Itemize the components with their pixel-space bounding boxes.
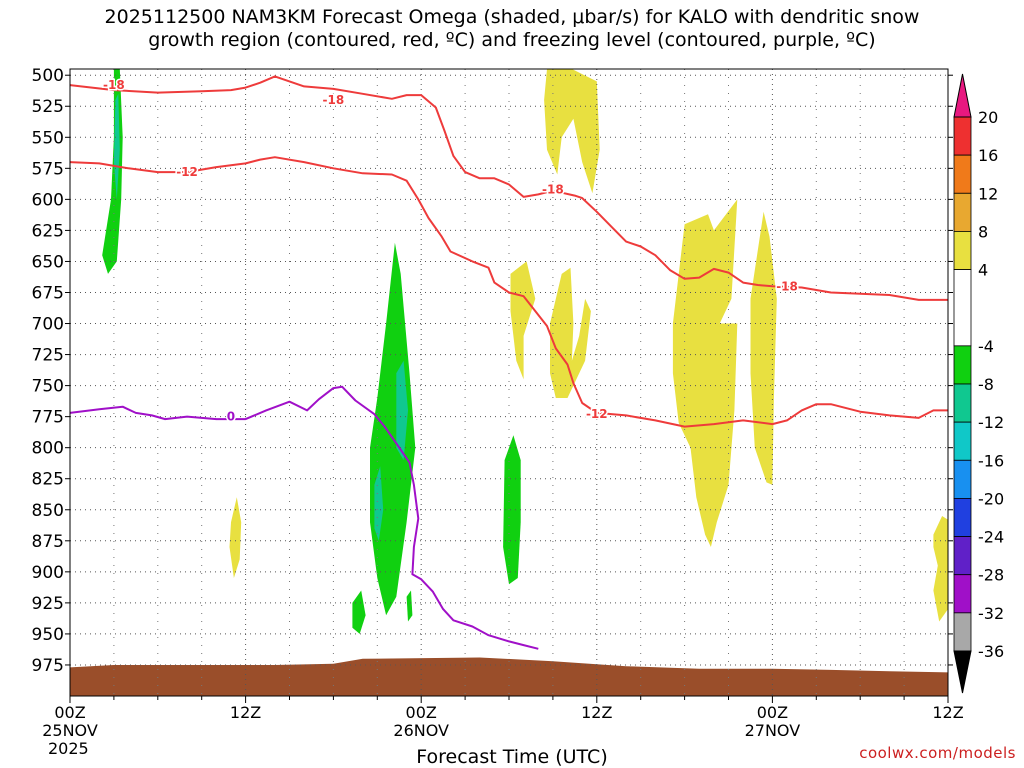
omega-shading-layer: [102, 69, 948, 634]
chart-title-line-2: growth region (contoured, red, ºC) and f…: [148, 29, 876, 51]
y-tick-label: 750: [32, 377, 64, 397]
omega-region: [374, 466, 384, 541]
contour-label: 0: [227, 410, 235, 424]
x-tick-label: 00Z: [406, 703, 437, 722]
contour-label: -18: [103, 78, 125, 92]
colorbar-band: [953, 231, 972, 270]
y-tick-label: 500: [32, 66, 64, 86]
credit-text: coolwx.com/models: [859, 744, 1016, 762]
contour-line: [69, 75, 948, 301]
terrain-area: [70, 657, 948, 696]
x-axis-label: Forecast Time (UTC): [416, 746, 608, 768]
y-tick-label: 600: [32, 190, 64, 210]
colorbar-band: [953, 154, 972, 194]
y-tick-label: 825: [32, 470, 64, 490]
y-tick-label: 775: [32, 408, 64, 428]
x-tick-label: 00Z: [54, 703, 85, 722]
x-tick-label: 12Z: [932, 703, 963, 722]
omega-region: [102, 69, 123, 274]
plot-frame: [69, 68, 949, 697]
colorbar-band: [953, 459, 972, 499]
contour-layer: -18 -18 -18 -18 -12 -12 0: [69, 75, 948, 650]
colorbar-label: 8: [978, 222, 988, 241]
contour-label: -18: [323, 93, 345, 107]
y-tick-label: 975: [32, 656, 64, 676]
omega-region: [933, 516, 948, 622]
colorbar-label: 4: [978, 261, 988, 280]
colorbar-top-arrow: [953, 73, 972, 118]
y-tick-label: 525: [32, 97, 64, 117]
colorbar-label: 16: [978, 146, 998, 165]
colorbar-label: 12: [978, 184, 998, 203]
omega-region: [113, 93, 120, 200]
contour-label: -18: [542, 182, 564, 196]
colorbar-band: [953, 536, 972, 576]
contour-label: -12: [586, 407, 608, 421]
colorbar-band: [953, 612, 972, 652]
y-tick-label: 550: [32, 128, 64, 148]
contour-line: [69, 156, 948, 428]
x-tick-label: 12Z: [230, 703, 261, 722]
x-tick-date: 25NOV: [42, 721, 98, 740]
omega-region: [503, 435, 521, 585]
axis-layer: 500 525 550 575 600 625 650 675 700 725 750 775 800 8…: [32, 66, 964, 740]
colorbar-label: 20: [978, 108, 998, 127]
y-tick-label: 650: [32, 252, 64, 272]
colorbar-label: -4: [978, 337, 994, 356]
year-label: 2025: [48, 739, 89, 758]
y-tick-label: 950: [32, 625, 64, 645]
colorbar-label: -8: [978, 375, 994, 394]
colorbar-label: -20: [978, 489, 1004, 508]
x-tick-label: 12Z: [581, 703, 612, 722]
y-tick-label: 875: [32, 532, 64, 552]
colorbar-band: [953, 421, 972, 461]
omega-region: [406, 590, 413, 622]
y-tick-label: 800: [32, 439, 64, 459]
contour-label: -12: [176, 165, 198, 179]
omega-region: [672, 199, 738, 547]
omega-region: [352, 590, 366, 634]
omega-region: [544, 69, 600, 194]
y-tick-label: 725: [32, 346, 64, 366]
colorbar-label: -32: [978, 604, 1004, 623]
contour-label: -18: [776, 279, 798, 293]
x-tick-date: 27NOV: [745, 721, 801, 740]
y-tick-label: 900: [32, 563, 64, 583]
omega-region: [750, 211, 777, 485]
colorbar-band: [953, 574, 972, 614]
omega-region: [370, 242, 416, 616]
colorbar-band: [953, 345, 972, 385]
colorbar-band: [953, 192, 972, 232]
omega-region: [550, 267, 591, 398]
colorbar-label: -28: [978, 566, 1004, 585]
contour-line: [69, 385, 539, 650]
colorbar-band: [953, 269, 972, 347]
colorbar-band: [953, 116, 972, 156]
colorbar-band: [953, 383, 972, 423]
chart-title-line-1: 2025112500 NAM3KM Forecast Omega (shaded…: [104, 6, 920, 28]
y-tick-label: 925: [32, 594, 64, 614]
y-tick-label: 625: [32, 221, 64, 241]
colorbar-bottom-arrow: [953, 650, 972, 694]
x-tick-label: 00Z: [757, 703, 788, 722]
colorbar-band: [953, 498, 972, 537]
colorbar-label: -36: [978, 642, 1004, 661]
omega-chart: -18 -18 -18 -18 -12 -12 0 500 525 550 575 600 625 65…: [32, 66, 1005, 740]
colorbar-layer: 20 16 12 8 4 -4 -8 -12 -16 -20 -24 -28 -32 -36: [953, 73, 1004, 694]
y-tick-label: 575: [32, 159, 64, 179]
omega-region: [229, 497, 242, 578]
y-tick-label: 700: [32, 315, 64, 335]
y-tick-label: 850: [32, 501, 64, 521]
colorbar-label: -12: [978, 413, 1004, 432]
omega-region: [510, 261, 536, 380]
y-tick-label: 675: [32, 283, 64, 303]
colorbar-label: -16: [978, 451, 1004, 470]
x-tick-date: 26NOV: [393, 721, 449, 740]
colorbar-label: -24: [978, 528, 1004, 547]
grid-layer: [70, 69, 948, 696]
terrain-layer: [70, 657, 948, 696]
